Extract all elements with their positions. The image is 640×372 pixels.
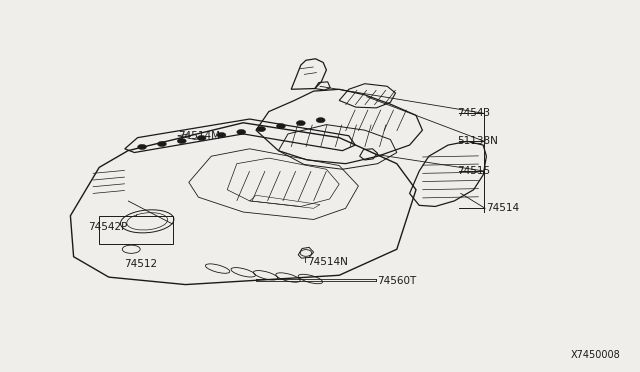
Text: 74560T: 74560T	[378, 276, 417, 286]
Text: 51138N: 51138N	[458, 137, 499, 146]
Circle shape	[138, 144, 147, 150]
Text: 74514: 74514	[486, 203, 520, 213]
Circle shape	[316, 118, 325, 123]
Text: X7450008: X7450008	[571, 350, 621, 360]
Text: 74514N: 74514N	[307, 257, 348, 267]
Text: 74515: 74515	[458, 166, 491, 176]
Text: 74542P: 74542P	[88, 222, 128, 232]
Circle shape	[296, 121, 305, 126]
Circle shape	[177, 138, 186, 144]
Circle shape	[237, 129, 246, 135]
Bar	[99, 216, 173, 244]
Text: 74514M: 74514M	[178, 131, 220, 141]
Circle shape	[276, 124, 285, 129]
Circle shape	[197, 135, 206, 141]
Circle shape	[257, 126, 266, 132]
Circle shape	[157, 141, 166, 147]
Text: 74512: 74512	[124, 259, 157, 269]
Text: 74543: 74543	[458, 109, 491, 118]
Circle shape	[217, 132, 226, 138]
